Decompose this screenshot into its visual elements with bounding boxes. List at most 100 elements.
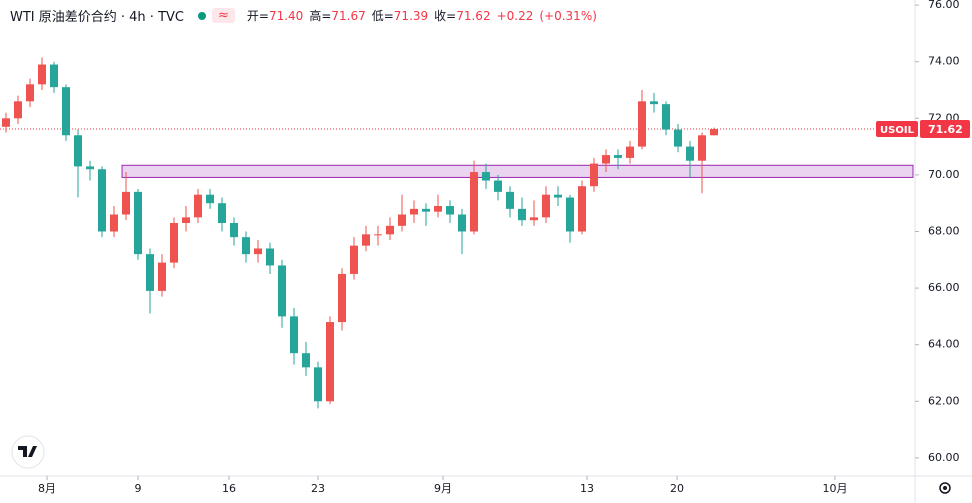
price-label: 71.62 <box>928 123 963 136</box>
candle-body <box>326 322 334 402</box>
candle-body <box>710 129 718 136</box>
y-tick-label: 62.00 <box>928 394 960 407</box>
candle-body <box>434 206 442 212</box>
candle-body <box>194 194 202 218</box>
ohlc-value: 71.62 <box>456 9 491 23</box>
candle-body <box>74 135 82 167</box>
y-tick-label: 70.00 <box>928 168 960 181</box>
x-tick-label: 8月 <box>38 482 56 495</box>
x-tick-label: 20 <box>670 482 684 495</box>
candle-body <box>254 248 262 255</box>
candle-body <box>98 169 106 232</box>
candle-body <box>2 118 10 127</box>
symbol: WTI 原油差价合约 · 4h · TVC <box>10 10 184 25</box>
status-dot <box>197 11 206 20</box>
candle-body <box>374 234 382 236</box>
candle-body <box>38 64 46 85</box>
candle-body <box>518 208 526 221</box>
ohlc-label: 低= <box>371 9 394 23</box>
candle-body <box>446 206 454 215</box>
candle-body <box>338 273 346 323</box>
candle-body <box>650 101 658 105</box>
candle-body <box>290 316 298 354</box>
candle-body <box>422 208 430 212</box>
change: +0.22 <box>496 9 534 23</box>
candle-body <box>530 217 538 221</box>
change-pct: (+0.31%) <box>539 9 597 23</box>
candle-body <box>86 166 94 170</box>
market-icon[interactable]: ≈ <box>211 8 235 23</box>
y-tick-label: 64.00 <box>928 338 960 351</box>
candle-body <box>386 225 394 235</box>
candle-body <box>494 180 502 192</box>
candle-body <box>170 223 178 263</box>
ohlc-label: 收= <box>434 9 457 23</box>
candle-body <box>14 101 22 119</box>
candle-body <box>398 214 406 226</box>
candle-body <box>218 203 226 224</box>
candle-body <box>266 248 274 266</box>
plot <box>0 57 915 409</box>
ohlc-label: 开= <box>246 9 269 23</box>
ohlc-value: 71.40 <box>268 9 304 23</box>
candle-body <box>578 186 586 232</box>
ohlc-value: 71.39 <box>393 9 429 23</box>
x-tick-label: 9月 <box>434 482 452 495</box>
candle-body <box>278 265 286 317</box>
x-tick-label: 9 <box>135 482 142 495</box>
candle-body <box>26 84 34 102</box>
candle-body <box>482 172 490 181</box>
candle-body <box>626 146 634 158</box>
price-label-bg <box>920 120 970 139</box>
candle-body <box>350 245 358 274</box>
candle-body <box>206 194 214 204</box>
x-tick-label: 16 <box>222 482 236 495</box>
y-tick-label: 76.00 <box>928 0 960 11</box>
x-tick-label: 23 <box>311 482 325 495</box>
candle-body <box>506 191 514 209</box>
candle-body <box>134 191 142 255</box>
header: WTI 原油差价合约 · 4h · TVC ≈ 开=71.40 高=71.67 低=… <box>10 6 603 25</box>
candle-body <box>314 367 322 402</box>
candle-body <box>242 237 250 255</box>
y-tick-label: 60.00 <box>928 451 960 464</box>
ohlc-value: 71.67 <box>331 9 366 23</box>
candle-body <box>302 353 310 368</box>
candle-body <box>158 262 166 291</box>
settings-icon[interactable] <box>939 482 951 494</box>
candle-body <box>62 87 70 136</box>
candle-body <box>410 208 418 215</box>
candle-body <box>566 197 574 232</box>
x-tick-label: 13 <box>580 482 594 495</box>
candle-body <box>602 155 610 164</box>
x-tick-label: 10月 <box>822 482 847 495</box>
zone <box>121 164 914 178</box>
candle-body <box>122 191 130 215</box>
candle-body <box>698 135 706 161</box>
candle-body <box>470 172 478 232</box>
ohlc-label: 高= <box>309 9 332 23</box>
candle-body <box>542 194 550 218</box>
y-tick-label: 68.00 <box>928 224 960 237</box>
candle-body <box>362 234 370 246</box>
candle-body <box>110 214 118 232</box>
candle-body <box>230 223 238 238</box>
candle-body <box>674 129 682 147</box>
price-tag-bg <box>876 121 918 138</box>
candle-body <box>614 155 622 158</box>
candle-body <box>686 146 694 161</box>
candle-body <box>458 214 466 232</box>
candle-body <box>662 104 670 130</box>
candle-body <box>638 101 646 147</box>
candle-body <box>182 217 190 224</box>
y-tick-label: 74.00 <box>928 55 960 68</box>
candle-body <box>146 254 154 291</box>
tv-logo <box>11 435 45 469</box>
price-tag-name: USOIL <box>880 125 915 136</box>
candle-body <box>554 194 562 198</box>
ohlc: 开=71.40 高=71.67 低=71.39 收=71.62 +0.22 (+0.31%… <box>247 7 603 24</box>
candle-body <box>590 163 598 187</box>
y-tick-label: 66.00 <box>928 281 960 294</box>
